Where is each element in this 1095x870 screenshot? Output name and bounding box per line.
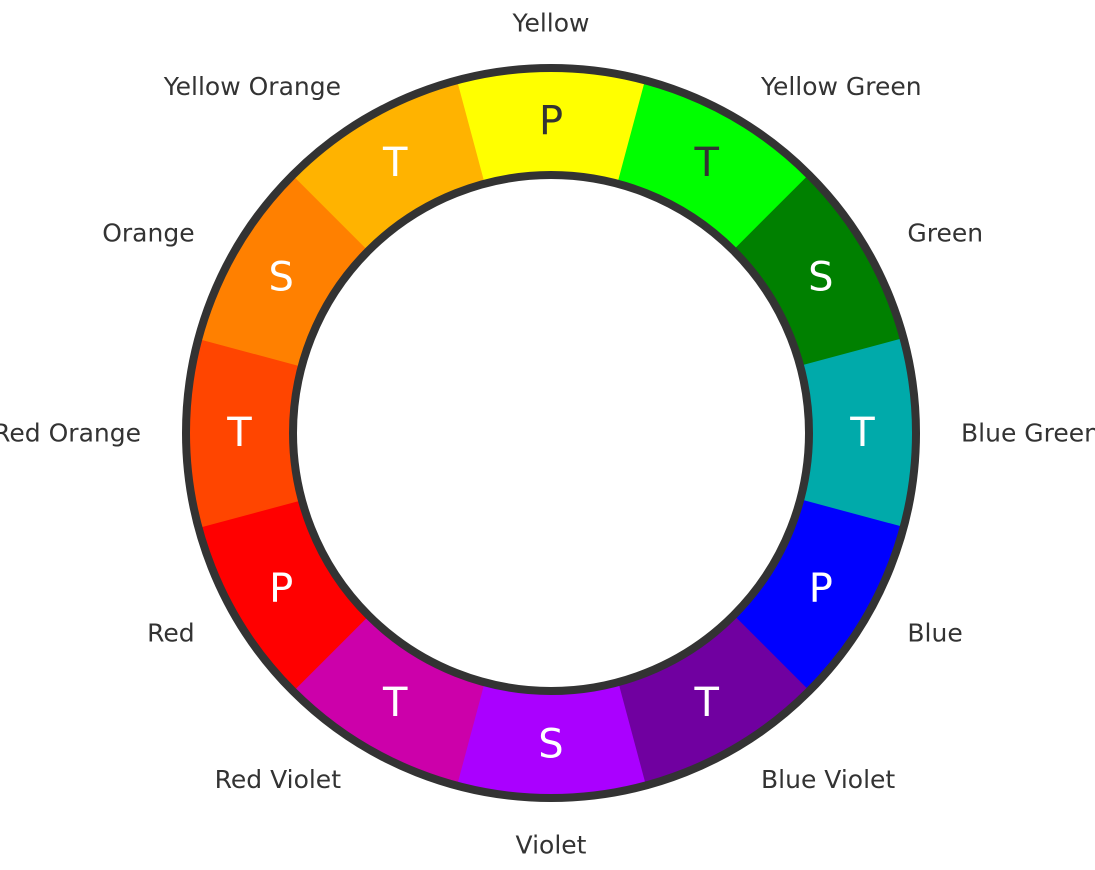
label-red-orange: Red Orange [0, 419, 141, 448]
segment-letter-yellow-green: T [694, 140, 720, 186]
label-blue-green: Blue Green [961, 419, 1095, 448]
segment-letter-orange: S [269, 254, 294, 300]
label-yellow-orange: Yellow Orange [163, 72, 341, 101]
segment-letter-red-orange: T [226, 410, 252, 456]
segment-letter-blue: P [809, 566, 833, 612]
segment-letter-red: P [269, 566, 293, 612]
label-violet: Violet [516, 831, 587, 860]
segment-letter-violet: S [538, 722, 563, 768]
segment-letter-blue-green: T [849, 410, 875, 456]
label-yellow: Yellow [512, 9, 590, 38]
segment-letter-red-violet: T [382, 680, 408, 726]
labels-layer: Yellow Yellow Green Green Blue Green Blue Blu… [0, 9, 1095, 860]
label-red-violet: Red Violet [215, 765, 342, 794]
label-green: Green [907, 219, 983, 248]
label-yellow-green: Yellow Green [760, 72, 922, 101]
segment-letter-yellow: P [539, 99, 563, 145]
rings-layer [182, 64, 920, 802]
label-red: Red [147, 619, 195, 648]
outer-ring [182, 64, 920, 802]
segments-layer [185, 67, 917, 799]
label-blue: Blue [907, 619, 962, 648]
label-orange: Orange [102, 219, 194, 248]
label-blue-violet: Blue Violet [761, 765, 895, 794]
letters-layer: P T S T P T S T P T S T [226, 99, 875, 768]
segment-letter-green: S [808, 254, 833, 300]
segment-letter-yellow-orange: T [382, 140, 408, 186]
inner-ring [289, 171, 813, 695]
segment-letter-blue-violet: T [694, 680, 720, 726]
